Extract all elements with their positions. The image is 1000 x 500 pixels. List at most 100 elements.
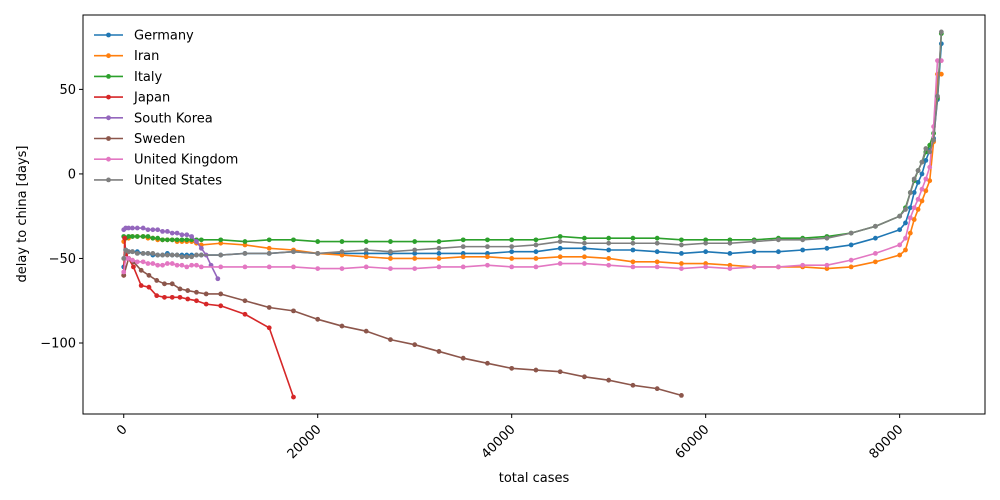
data-point — [923, 146, 929, 151]
data-point — [266, 237, 272, 243]
data-point — [189, 254, 195, 260]
data-point — [654, 386, 660, 392]
data-point — [363, 254, 369, 260]
data-point — [179, 232, 185, 238]
data-point — [155, 252, 161, 258]
data-point — [242, 264, 248, 270]
data-point — [315, 250, 321, 256]
data-point — [194, 298, 199, 304]
data-point — [460, 244, 466, 250]
data-point — [800, 247, 806, 253]
data-point — [174, 230, 180, 236]
data-point — [927, 149, 933, 155]
data-point — [776, 237, 781, 243]
data-point — [533, 242, 539, 248]
data-point — [460, 355, 466, 361]
data-point — [242, 298, 248, 304]
data-point — [412, 247, 418, 253]
data-point — [164, 261, 170, 266]
legend-item: Sweden — [94, 132, 185, 147]
legend-marker — [106, 32, 111, 38]
data-point — [126, 249, 131, 255]
data-point — [824, 235, 830, 241]
data-point — [126, 225, 131, 231]
x-tick-label: 20000 — [285, 422, 325, 462]
data-point — [150, 250, 156, 256]
data-point — [436, 349, 442, 354]
y-tick-label: −50 — [49, 252, 76, 267]
y-axis: 50 0 −50 −100 — [40, 83, 83, 351]
data-point — [218, 240, 224, 246]
data-point — [533, 367, 539, 373]
data-point — [198, 245, 204, 251]
data-point — [509, 264, 515, 270]
data-point — [179, 254, 185, 260]
data-point — [630, 247, 636, 253]
x-tick-label: 40000 — [479, 422, 519, 462]
data-point — [179, 237, 185, 243]
data-point — [533, 256, 539, 261]
data-point — [315, 316, 321, 322]
data-point — [169, 294, 175, 300]
data-point — [155, 235, 161, 241]
data-point — [291, 264, 296, 270]
data-point — [140, 225, 146, 231]
legend-label: Japan — [133, 91, 170, 106]
data-point — [679, 266, 684, 271]
legend-label: United States — [134, 173, 222, 188]
x-tick-label: 60000 — [673, 422, 713, 462]
data-point — [155, 262, 161, 268]
legend-marker — [106, 94, 111, 100]
data-point — [160, 252, 165, 258]
legend-marker — [106, 177, 111, 183]
legend-label: Sweden — [134, 132, 185, 147]
data-point — [903, 247, 908, 253]
data-point — [727, 262, 733, 268]
legend-label: United Kingdom — [134, 153, 238, 168]
data-point — [194, 252, 199, 258]
data-point — [291, 394, 296, 400]
data-point — [412, 250, 418, 256]
data-point — [198, 237, 204, 243]
data-point — [824, 262, 830, 268]
data-point — [185, 288, 191, 293]
data-point — [485, 244, 490, 250]
data-point — [485, 250, 490, 256]
data-point — [630, 259, 636, 265]
data-point — [703, 249, 709, 255]
data-point — [242, 250, 248, 256]
data-point — [160, 237, 165, 243]
data-point — [915, 207, 921, 212]
legend-item: United Kingdom — [94, 153, 238, 168]
data-point — [266, 264, 272, 270]
data-point — [935, 58, 940, 64]
data-point — [203, 291, 209, 297]
data-point — [923, 176, 929, 182]
series-line — [122, 43, 943, 268]
legend-item: Iran — [94, 49, 159, 64]
data-point — [184, 232, 190, 238]
data-point — [130, 257, 135, 263]
data-point — [388, 337, 393, 343]
legend-marker — [106, 115, 111, 121]
series-line — [122, 257, 682, 397]
data-point — [134, 259, 140, 265]
data-point — [919, 186, 925, 192]
data-point — [654, 264, 660, 270]
data-point — [363, 328, 369, 334]
data-point — [907, 190, 913, 195]
legend-item: Italy — [94, 70, 163, 85]
data-point — [363, 250, 369, 256]
data-point — [146, 272, 152, 278]
data-point — [242, 311, 248, 317]
data-point — [460, 237, 466, 243]
series-united-states — [121, 29, 944, 261]
data-point — [557, 245, 563, 251]
data-point — [897, 227, 903, 233]
data-point — [533, 237, 539, 243]
data-point — [848, 242, 854, 248]
data-point — [179, 262, 185, 268]
data-point — [630, 264, 636, 270]
data-point — [460, 250, 466, 256]
